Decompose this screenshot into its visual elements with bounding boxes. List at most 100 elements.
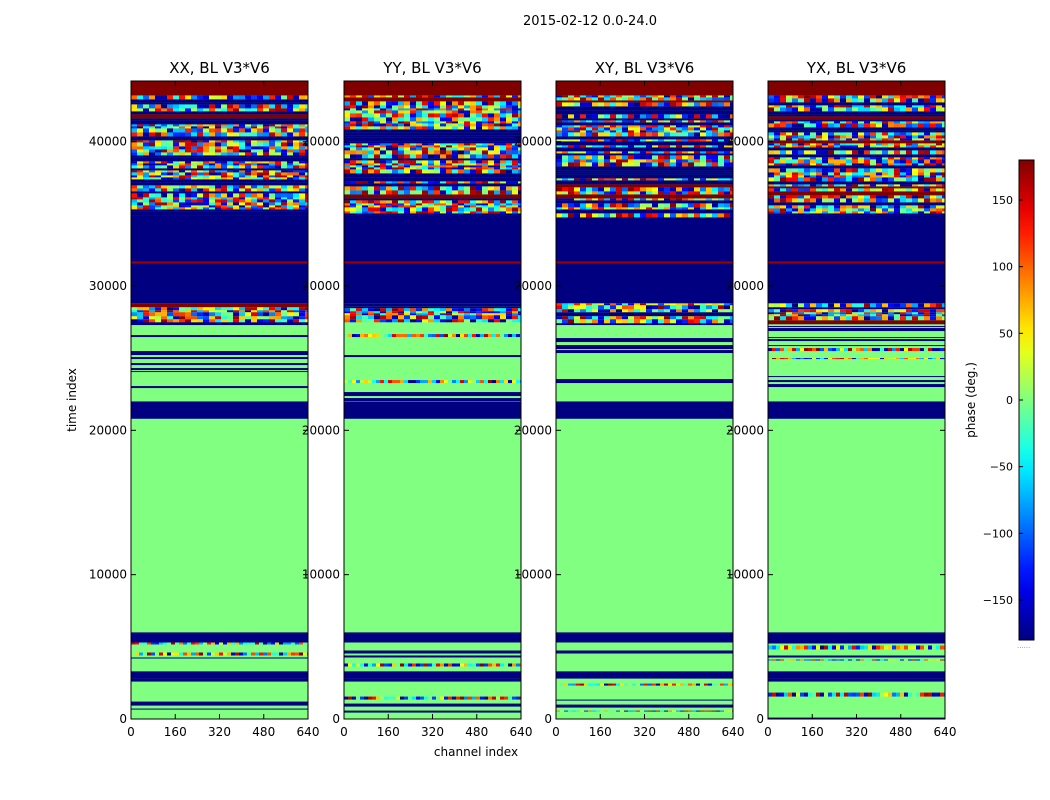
noise-cell	[676, 319, 682, 324]
noise-cell	[428, 165, 434, 168]
noise-cell	[275, 307, 281, 311]
noise-cell	[458, 163, 464, 166]
noise-cell	[798, 157, 804, 160]
noise-cell	[700, 213, 706, 218]
noise-cell	[768, 198, 774, 203]
noise-cell	[682, 203, 688, 208]
noise-cell	[930, 177, 936, 182]
noise-cell	[506, 190, 512, 195]
noise-cell	[858, 184, 864, 187]
noise-cell	[880, 348, 884, 352]
noise-cell	[774, 211, 780, 214]
noise-cell	[305, 124, 308, 127]
noise-cell	[622, 178, 628, 181]
noise-cell	[888, 95, 894, 99]
noise-cell	[143, 124, 149, 127]
noise-cell	[574, 203, 580, 208]
noise-cell	[652, 178, 658, 181]
noise-cell	[287, 149, 293, 153]
noise-cell	[912, 211, 918, 214]
noise-cell	[616, 309, 622, 313]
noise-cell	[422, 311, 428, 314]
noise-cell	[197, 310, 203, 313]
noise-cell	[676, 132, 682, 137]
noise-cell	[416, 95, 422, 98]
noise-cell	[440, 121, 446, 124]
noise-cell	[658, 125, 664, 128]
noise-cell	[239, 199, 245, 203]
noise-cell	[936, 312, 942, 315]
noise-cell	[598, 178, 604, 181]
noise-cell	[420, 663, 424, 667]
noise-cell	[458, 117, 464, 122]
noise-cell	[628, 203, 634, 208]
noise-cell	[281, 124, 287, 127]
noise-cell	[774, 208, 780, 212]
noise-cell	[428, 190, 434, 195]
noise-cell	[646, 309, 652, 313]
noise-cell	[712, 95, 718, 98]
noise-cell	[143, 132, 149, 137]
noise-cell	[924, 105, 930, 108]
noise-cell	[344, 126, 350, 130]
noise-cell	[410, 160, 416, 164]
noise-cell	[622, 319, 628, 324]
noise-cell	[404, 113, 410, 118]
noise-cell	[916, 692, 920, 697]
noise-cell	[488, 160, 494, 164]
noise-cell	[470, 108, 476, 111]
noise-cell	[458, 211, 464, 214]
noise-cell	[506, 181, 512, 184]
noise-cell	[155, 652, 159, 656]
noise-cell	[410, 110, 416, 114]
noise-cell	[706, 102, 712, 107]
noise-cell	[185, 307, 191, 311]
noise-cell	[918, 205, 924, 209]
noise-cell	[131, 175, 137, 178]
noise-cell	[488, 95, 494, 98]
noise-cell	[191, 104, 197, 109]
noise-cell	[364, 334, 368, 338]
noise-cell	[870, 163, 876, 166]
noise-cell	[768, 309, 774, 313]
noise-cell	[374, 163, 380, 166]
noise-cell	[840, 145, 846, 148]
noise-cell	[916, 645, 920, 650]
noise-cell	[305, 307, 308, 311]
noise-cell	[730, 159, 733, 163]
noise-cell	[299, 185, 305, 189]
noise-cell	[682, 145, 688, 148]
noise-cell	[810, 195, 816, 199]
noise-cell	[580, 102, 586, 107]
noise-cell	[646, 125, 652, 128]
noise-cell	[464, 154, 470, 159]
noise-cell	[281, 172, 287, 176]
noise-cell	[482, 200, 488, 204]
noise-cell	[488, 203, 494, 206]
noise-cell	[299, 170, 305, 173]
noise-cell	[724, 132, 730, 137]
noise-cell	[670, 309, 676, 313]
noise-cell	[682, 151, 688, 154]
noise-cell	[404, 167, 410, 170]
noise-cell	[384, 334, 388, 338]
noise-cell	[846, 205, 852, 209]
noise-cell	[598, 102, 604, 107]
noise-cell	[263, 642, 267, 645]
noise-cell	[185, 108, 191, 112]
noise-cell	[604, 319, 610, 324]
noise-cell	[706, 303, 712, 306]
noise-cell	[580, 207, 586, 210]
noise-cell	[568, 319, 574, 324]
phase-line	[556, 704, 733, 708]
noise-cell	[688, 102, 694, 107]
noise-cell	[568, 191, 574, 195]
colorbar-tick-label: 100	[992, 261, 1013, 274]
figure-suptitle: 2015-02-12 0.0-24.0	[523, 14, 657, 29]
noise-cell	[392, 101, 398, 106]
noise-cell	[906, 205, 912, 209]
noise-cell	[828, 348, 832, 352]
noise-cell	[682, 120, 688, 123]
noise-cell	[203, 312, 209, 317]
noise-cell	[191, 207, 197, 210]
